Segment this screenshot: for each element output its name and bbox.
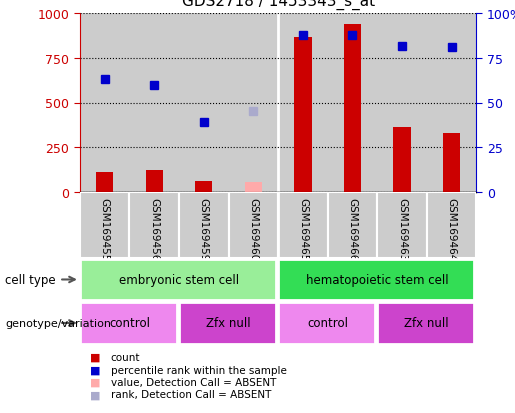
Text: hematopoietic stem cell: hematopoietic stem cell — [306, 273, 449, 286]
Bar — [245, 182, 262, 192]
Bar — [278, 192, 328, 258]
Bar — [427, 192, 476, 258]
Text: genotype/variation: genotype/variation — [5, 318, 111, 328]
Bar — [179, 302, 276, 344]
Text: GSM169465: GSM169465 — [298, 197, 308, 261]
Bar — [328, 14, 377, 192]
Bar — [377, 192, 427, 258]
Text: embryonic stem cell: embryonic stem cell — [119, 273, 239, 286]
Text: GSM169460: GSM169460 — [248, 197, 259, 261]
Bar — [377, 302, 474, 344]
Bar — [278, 302, 375, 344]
Bar — [80, 14, 129, 192]
Bar — [129, 14, 179, 192]
Bar — [80, 192, 129, 258]
Bar — [179, 192, 229, 258]
Text: control: control — [109, 317, 150, 330]
Bar — [427, 14, 476, 192]
Text: control: control — [307, 317, 348, 330]
Bar — [393, 128, 410, 192]
Text: Zfx null: Zfx null — [404, 317, 449, 330]
Text: GSM169456: GSM169456 — [149, 197, 159, 261]
Bar — [80, 259, 276, 301]
Bar — [129, 192, 179, 258]
Bar — [96, 173, 113, 192]
Bar — [179, 14, 229, 192]
Text: GSM169455: GSM169455 — [99, 197, 110, 261]
Bar — [229, 192, 278, 258]
Text: GSM169466: GSM169466 — [348, 197, 357, 261]
Text: count: count — [111, 352, 140, 362]
Bar — [443, 133, 460, 192]
Text: rank, Detection Call = ABSENT: rank, Detection Call = ABSENT — [111, 389, 271, 399]
Text: GSM169463: GSM169463 — [397, 197, 407, 261]
Title: GDS2718 / 1453343_s_at: GDS2718 / 1453343_s_at — [182, 0, 375, 10]
Text: Zfx null: Zfx null — [206, 317, 251, 330]
Bar — [294, 38, 312, 192]
Text: ■: ■ — [90, 365, 100, 375]
Text: ■: ■ — [90, 389, 100, 399]
Bar — [328, 192, 377, 258]
Text: cell type: cell type — [5, 273, 56, 286]
Bar — [377, 14, 427, 192]
Bar — [278, 259, 474, 301]
Text: ■: ■ — [90, 377, 100, 387]
Text: percentile rank within the sample: percentile rank within the sample — [111, 365, 287, 375]
Bar — [195, 181, 212, 192]
Text: ■: ■ — [90, 352, 100, 362]
Text: GSM169464: GSM169464 — [447, 197, 457, 261]
Bar — [278, 14, 328, 192]
Bar — [229, 14, 278, 192]
Bar — [80, 302, 177, 344]
Text: value, Detection Call = ABSENT: value, Detection Call = ABSENT — [111, 377, 276, 387]
Bar — [344, 25, 361, 192]
Text: GSM169459: GSM169459 — [199, 197, 209, 261]
Bar — [146, 171, 163, 192]
